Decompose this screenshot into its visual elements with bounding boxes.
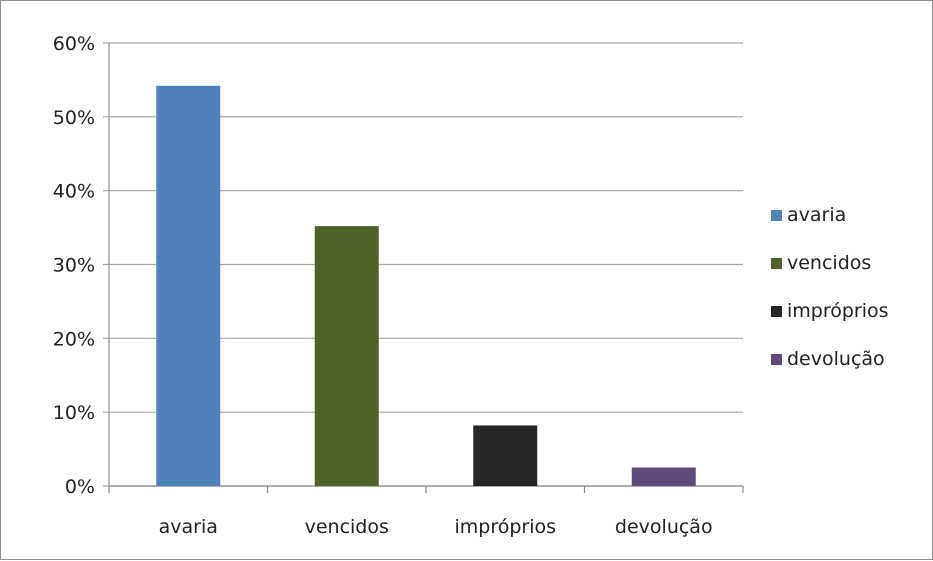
y-tick-label: 50% [53,107,95,129]
bar-impróprios [473,425,538,486]
y-tick-label: 40% [53,181,95,203]
legend-label: impróprios [787,300,889,322]
y-tick-label: 0% [65,476,95,498]
bar-avaria [156,85,221,486]
legend-label: vencidos [787,252,871,274]
legend-label: devolução [787,348,885,370]
x-category-label: avaria [159,516,218,538]
legend-swatch [771,306,782,317]
y-tick-label: 20% [53,328,95,350]
legend-label: avaria [787,204,846,226]
y-tick-label: 30% [53,255,95,277]
y-tick-label: 60% [53,33,95,55]
legend-swatch [771,210,782,221]
x-category-label: vencidos [305,516,389,538]
bar-devolução [631,467,696,486]
x-category-label: devolução [615,516,713,538]
x-category-label: impróprios [454,516,556,538]
y-tick-label: 10% [53,402,95,424]
legend-swatch [771,258,782,269]
legend-swatch [771,354,782,365]
bar-vencidos [314,226,379,486]
